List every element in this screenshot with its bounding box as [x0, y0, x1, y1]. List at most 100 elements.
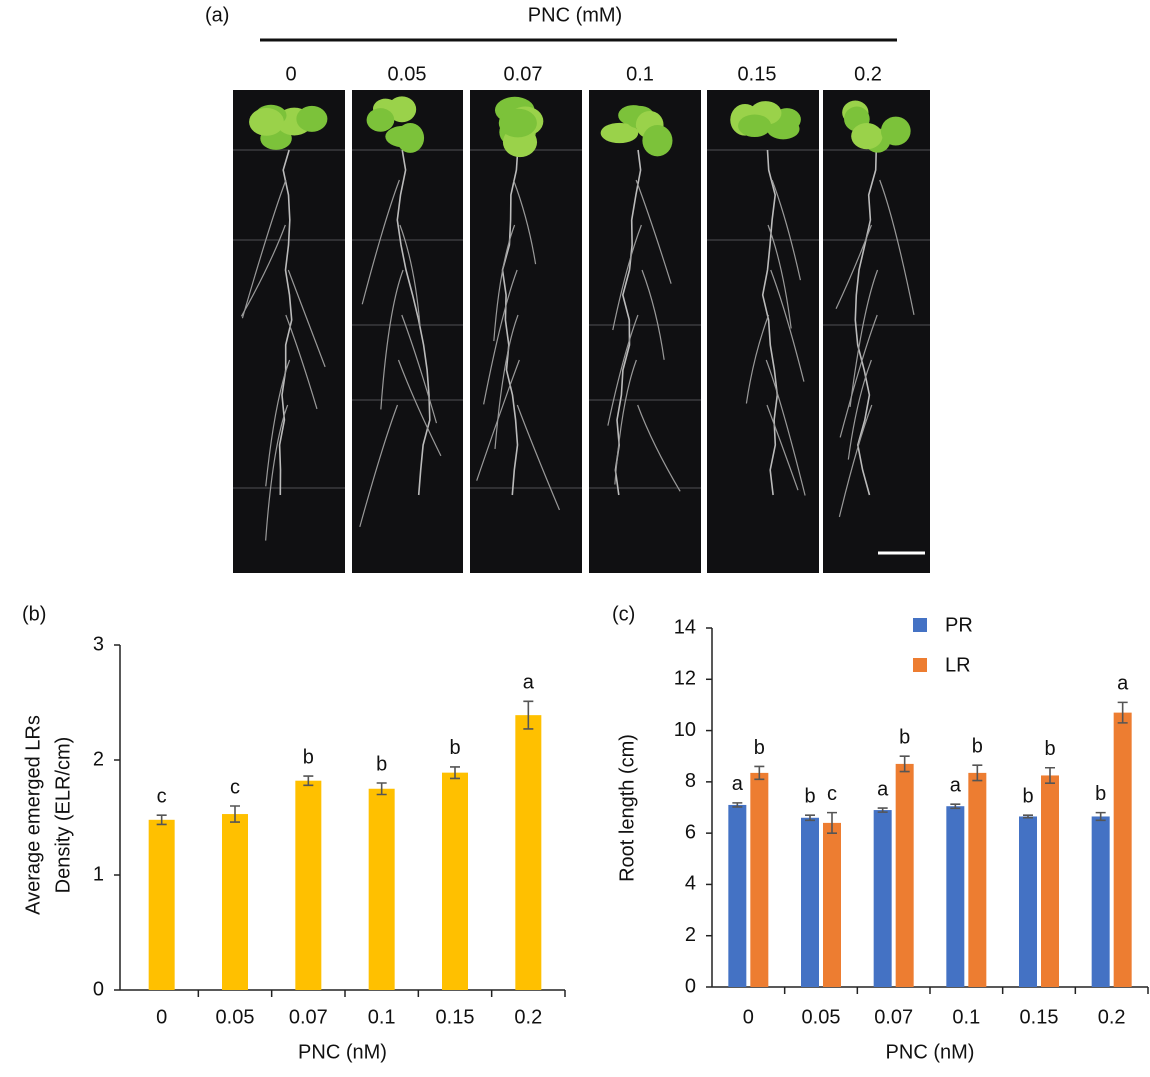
lateral-root [770, 269, 805, 382]
significance-letter: c [157, 785, 167, 807]
error-bar [450, 766, 460, 780]
lateral-root [265, 359, 291, 487]
bar [895, 763, 914, 987]
x-tick-label: 0.15 [436, 1006, 475, 1028]
error-bar [1023, 814, 1033, 819]
error-bar [754, 765, 765, 781]
lateral-root [766, 404, 799, 491]
leaf [880, 116, 911, 146]
lateral-root [614, 359, 637, 485]
significance-letter: a [732, 773, 744, 795]
lateral-root [401, 314, 438, 424]
bar [442, 772, 468, 990]
x-tick-label: 0.07 [289, 1006, 328, 1028]
concentration-label: 0.07 [504, 63, 543, 85]
bar [1041, 775, 1059, 987]
seedling-photo [823, 90, 930, 573]
bar [823, 822, 841, 987]
y-axis-title: Density (ELR/cm) [52, 737, 74, 894]
x-tick-label: 0.1 [368, 1006, 396, 1028]
y-axis-title: Root length (cm) [616, 734, 638, 882]
concentration-label: 0.1 [626, 63, 654, 85]
lateral-root [483, 269, 518, 405]
lateral-root [476, 359, 520, 481]
leaf [387, 96, 417, 123]
lateral-root [240, 224, 286, 317]
x-tick-label: 0.2 [514, 1006, 542, 1028]
significance-letter: b [1095, 783, 1106, 805]
lateral-root [494, 314, 519, 449]
x-axis-title: PNC (nM) [298, 1041, 387, 1063]
bar [295, 780, 322, 990]
x-tick-label: 0.05 [802, 1006, 841, 1028]
significance-letter: a [1117, 673, 1129, 695]
lateral-root [493, 224, 516, 342]
root [501, 149, 519, 496]
error-bar [1045, 766, 1055, 784]
lateral-root [835, 224, 872, 310]
error-bar [827, 811, 837, 834]
leaf [851, 122, 883, 150]
root [278, 149, 293, 496]
leaf [385, 125, 423, 148]
lateral-root [285, 314, 318, 410]
bar [750, 772, 769, 987]
lateral-root [838, 404, 873, 518]
lateral-root [265, 404, 289, 541]
bar [148, 819, 175, 990]
significance-letter: b [754, 737, 765, 759]
error-bar [523, 700, 534, 730]
leaf [296, 105, 328, 132]
bar [801, 817, 819, 987]
legend-swatch [913, 658, 927, 672]
root [761, 149, 779, 496]
error-bar [303, 775, 314, 787]
lateral-root [359, 404, 399, 528]
y-tick-label: 0 [685, 975, 696, 997]
significance-letter: b [1022, 785, 1033, 807]
y-tick-label: 0 [93, 978, 104, 1000]
y-tick-label: 1 [93, 863, 104, 885]
x-tick-label: 0 [743, 1006, 754, 1028]
leaf [249, 108, 284, 136]
x-tick-label: 0.2 [1098, 1006, 1126, 1028]
seedling-photo [589, 90, 701, 573]
panel-label: (c) [612, 603, 635, 625]
lateral-root [745, 314, 770, 404]
y-tick-label: 2 [685, 924, 696, 946]
error-bar [230, 805, 240, 823]
error-bar [1117, 701, 1128, 724]
y-tick-label: 2 [93, 748, 104, 770]
y-tick-label: 12 [674, 668, 696, 690]
bar [515, 715, 542, 990]
concentration-label: 0.2 [854, 63, 882, 85]
lateral-root [839, 314, 878, 438]
significance-letter: b [449, 737, 460, 759]
error-bar [972, 764, 983, 782]
significance-letter: b [1044, 738, 1055, 760]
bar [1091, 816, 1110, 987]
photo-strip [233, 90, 930, 573]
x-tick-label: 0.05 [216, 1006, 255, 1028]
concentration-label: 0.15 [738, 63, 777, 85]
legend-swatch [913, 618, 927, 632]
legend-label: PR [945, 614, 973, 636]
leaf [738, 114, 772, 138]
legend-label: LR [945, 654, 971, 676]
significance-letter: c [230, 776, 240, 798]
lateral-root [771, 179, 802, 281]
root [614, 149, 642, 496]
y-tick-label: 4 [685, 873, 696, 895]
error-bar [156, 814, 167, 826]
lateral-root [516, 404, 561, 511]
lateral-root [767, 224, 792, 329]
significance-letter: b [376, 753, 387, 775]
y-tick-label: 6 [685, 821, 696, 843]
x-tick-label: 0 [156, 1006, 167, 1028]
leaf [366, 108, 395, 132]
bar [728, 804, 747, 987]
x-tick-label: 0.07 [874, 1006, 913, 1028]
significance-letter: c [827, 783, 837, 805]
error-bar [1095, 811, 1106, 822]
error-bar [899, 755, 910, 773]
